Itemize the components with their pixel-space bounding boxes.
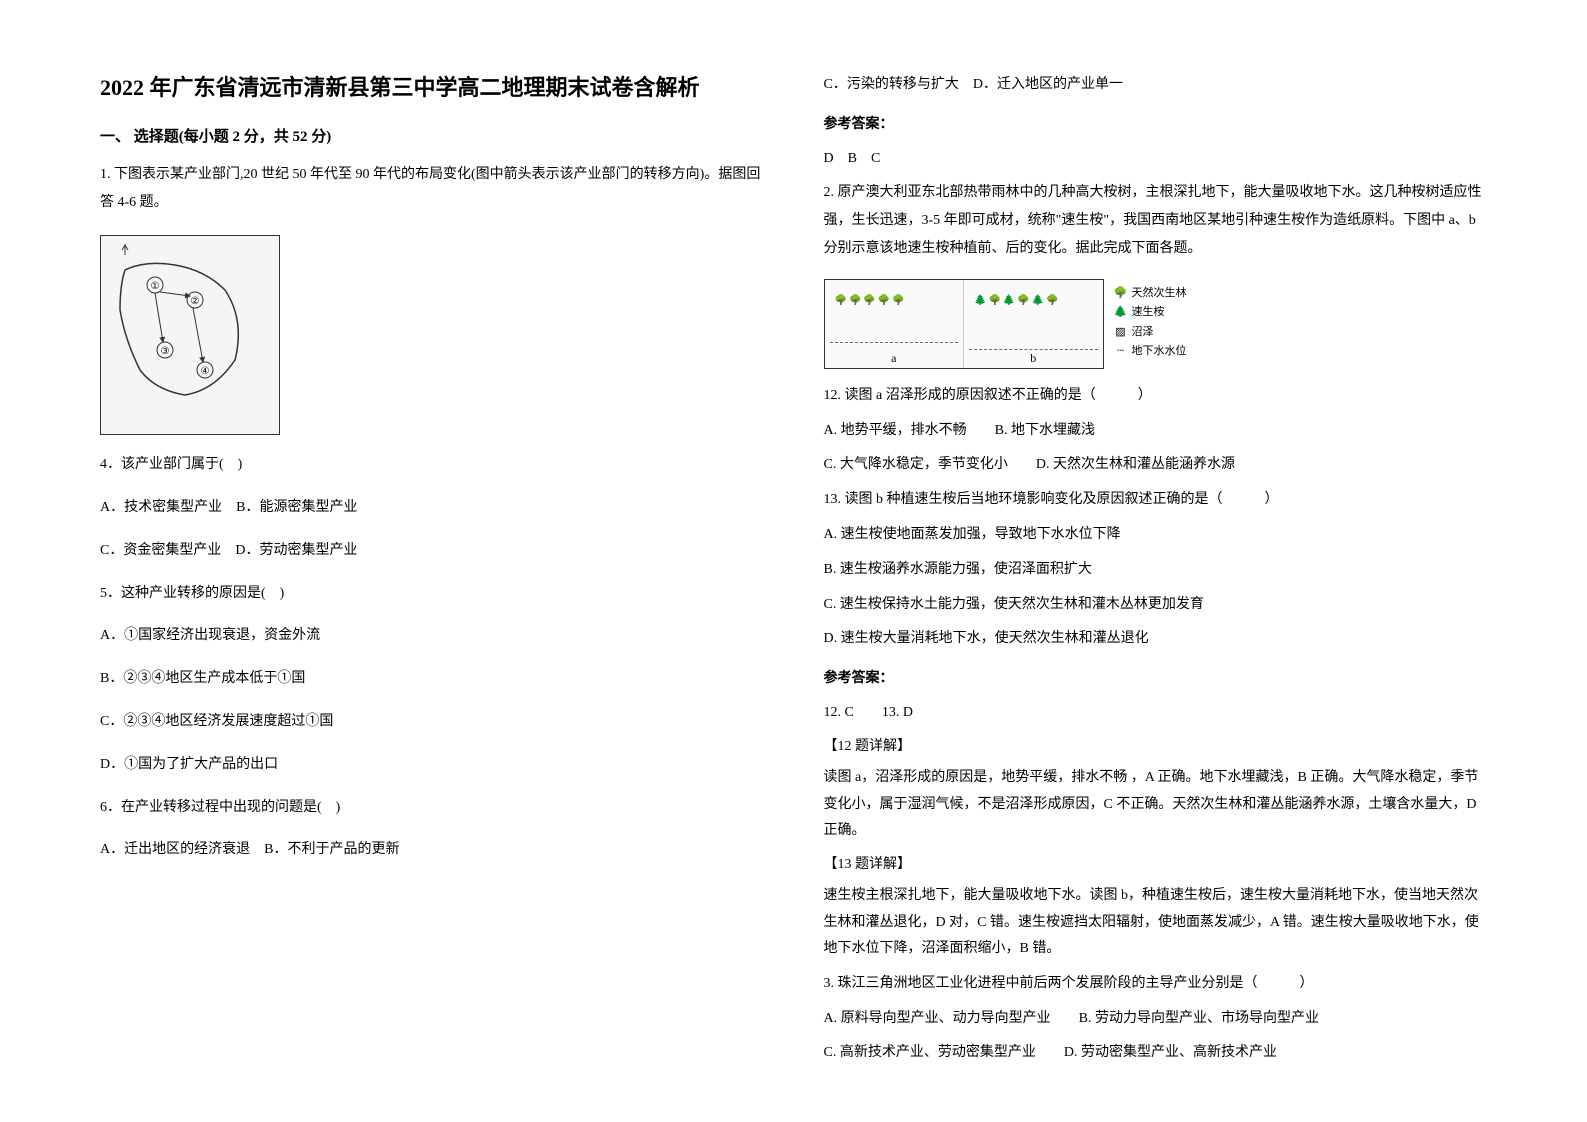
q13-option-a: A. 速生桉使地面蒸发加强，导致地下水水位下降	[824, 520, 1488, 551]
diagram-box: 🌳🌳🌳🌳🌳 a 🌲🌳🌲🌳🌲🌳 b	[824, 279, 1104, 369]
q12-option-ab: A. 地势平缓，排水不畅 B. 地下水埋藏浅	[824, 416, 1488, 447]
q4-text: 4．该产业部门属于( )	[100, 450, 764, 481]
svg-text:②: ②	[191, 296, 200, 307]
water-line-b	[969, 349, 1098, 350]
q1-answer-label: 参考答案：	[824, 111, 1488, 139]
q1-answer: D B C	[824, 145, 1488, 173]
svg-text:④: ④	[201, 366, 210, 377]
legend-item-1: 🌳 天然次生林	[1114, 285, 1187, 303]
label-b: b	[1030, 351, 1036, 366]
legend-label-4: 地下水水位	[1132, 343, 1187, 361]
legend-item-4: ┄ 地下水水位	[1114, 343, 1187, 361]
q5-text: 5．这种产业转移的原因是( )	[100, 579, 764, 610]
legend-label-1: 天然次生林	[1132, 285, 1187, 303]
section-1-header: 一、 选择题(每小题 2 分，共 52 分)	[100, 125, 764, 146]
q3-text: 3. 珠江三角洲地区工业化进程中前后两个发展阶段的主导产业分别是（ ）	[824, 969, 1488, 1000]
q13-option-b: B. 速生桉涵养水源能力强，使沼泽面积扩大	[824, 555, 1488, 586]
tree-icon: 🌳	[1114, 286, 1128, 300]
q3-option-cd: C. 高新技术产业、劳动密集型产业 D. 劳动密集型产业、高新技术产业	[824, 1038, 1488, 1069]
left-column: 2022 年广东省清远市清新县第三中学高二地理期末试卷含解析 一、 选择题(每小…	[100, 70, 764, 1052]
right-column: C．污染的转移与扩大 D．迁入地区的产业单一 参考答案： D B C 2. 原产…	[824, 70, 1488, 1052]
q12-option-cd: C. 大气降水稳定，季节变化小 D. 天然次生林和灌丛能涵养水源	[824, 450, 1488, 481]
q6-option-ab: A．迁出地区的经济衰退 B．不利于产品的更新	[100, 835, 764, 866]
diagram-a: 🌳🌳🌳🌳🌳 a	[825, 280, 965, 368]
q2-answer: 12. C 13. D	[824, 699, 1488, 727]
explain12-text: 读图 a，沼泽形成的原因是，地势平缓，排水不畅 ，A 正确。地下水埋藏浅，B 正…	[824, 765, 1488, 845]
trees-a: 🌳🌳🌳🌳🌳	[835, 295, 954, 306]
svg-text:③: ③	[161, 346, 170, 357]
q1-intro: 1. 下图表示某产业部门,20 世纪 50 年代至 90 年代的布局变化(图中箭…	[100, 161, 764, 217]
q4-option-cd: C．资金密集型产业 D．劳动密集型产业	[100, 536, 764, 567]
diagram-legend: 🌳 天然次生林 🌲 速生桉 ▨ 沼泽 ┄ 地下水水位	[1114, 285, 1187, 363]
water-line-a	[830, 342, 959, 343]
svg-text:①: ①	[151, 281, 160, 292]
q12-text: 12. 读图 a 沼泽形成的原因叙述不正确的是（ ）	[824, 381, 1488, 412]
legend-label-3: 沼泽	[1132, 324, 1154, 342]
q13-option-d: D. 速生桉大量消耗地下水，使天然次生林和灌丛退化	[824, 624, 1488, 655]
waterline-icon: ┄	[1114, 345, 1128, 359]
q2-answer-label: 参考答案：	[824, 665, 1488, 693]
q13-text: 13. 读图 b 种植速生桉后当地环境影响变化及原因叙述正确的是（ ）	[824, 485, 1488, 516]
diagram-figure: 🌳🌳🌳🌳🌳 a 🌲🌳🌲🌳🌲🌳 b 🌳 天然次生林 🌲 速生桉 ▨	[824, 279, 1264, 369]
q5-option-b: B．②③④地区生产成本低于①国	[100, 664, 764, 695]
q13-option-c: C. 速生桉保持水土能力强，使天然次生林和灌木丛林更加发育	[824, 590, 1488, 621]
q6-option-cd: C．污染的转移与扩大 D．迁入地区的产业单一	[824, 70, 1488, 101]
label-a: a	[891, 351, 896, 366]
q5-option-a: A．①国家经济出现衰退，资金外流	[100, 621, 764, 652]
legend-item-2: 🌲 速生桉	[1114, 304, 1187, 322]
map-svg: ① ② ③ ④	[105, 240, 275, 430]
explain12-header: 【12 题详解】	[824, 733, 1488, 761]
q4-option-ab: A．技术密集型产业 B．能源密集型产业	[100, 493, 764, 524]
diagram-b: 🌲🌳🌲🌳🌲🌳 b	[964, 280, 1103, 368]
legend-item-3: ▨ 沼泽	[1114, 324, 1187, 342]
q5-option-d: D．①国为了扩大产品的出口	[100, 750, 764, 781]
q5-option-c: C．②③④地区经济发展速度超过①国	[100, 707, 764, 738]
q2-intro: 2. 原产澳大利亚东北部热带雨林中的几种高大桉树，主根深扎地下，能大量吸收地下水…	[824, 179, 1488, 263]
map-figure: ① ② ③ ④	[100, 235, 280, 435]
trees-b: 🌲🌳🌲🌳🌲🌳	[974, 295, 1093, 306]
eucalyptus-icon: 🌲	[1114, 306, 1128, 320]
q3-option-ab: A. 原料导向型产业、动力导向型产业 B. 劳动力导向型产业、市场导向型产业	[824, 1004, 1488, 1035]
swamp-icon: ▨	[1114, 326, 1128, 340]
explain13-text: 速生桉主根深扎地下，能大量吸收地下水。读图 b，种植速生桉后，速生桉大量消耗地下…	[824, 883, 1488, 963]
legend-label-2: 速生桉	[1132, 304, 1165, 322]
explain13-header: 【13 题详解】	[824, 851, 1488, 879]
exam-title: 2022 年广东省清远市清新县第三中学高二地理期末试卷含解析	[100, 70, 764, 105]
q6-text: 6．在产业转移过程中出现的问题是( )	[100, 793, 764, 824]
